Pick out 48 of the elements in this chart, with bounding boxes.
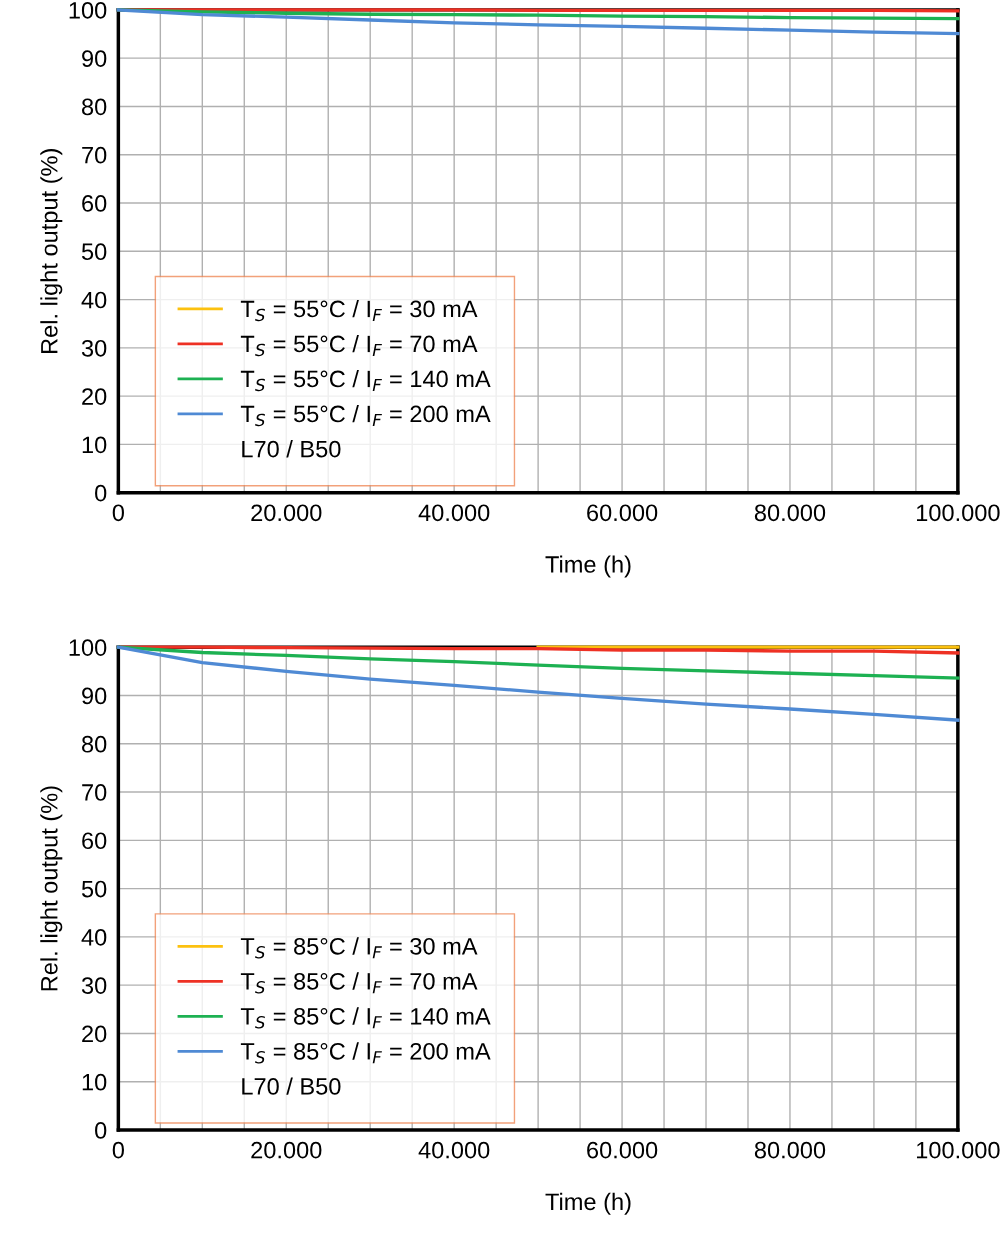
- y-tick-label: 90: [82, 687, 107, 705]
- x-axis-title: Time (h): [545, 1192, 631, 1215]
- y-tick-label: 90: [82, 50, 107, 67]
- x-axis-title: Time (h): [545, 555, 631, 578]
- x-tick-label: 100.000: [917, 504, 1000, 522]
- y-axis-title: Rel. light output (%): [40, 786, 63, 991]
- y-tick-label: 80: [82, 735, 107, 753]
- legend-label: T$_{S}$ = 85°C / I$_{F}$ = 30 mA: [240, 937, 478, 959]
- x-tick-label: 80.000: [754, 1141, 826, 1159]
- x-tick-label: 60.000: [587, 504, 658, 522]
- y-tick-label: 100: [69, 1, 107, 19]
- y-tick-label: 70: [82, 146, 107, 164]
- legend-label: T$_{S}$ = 55°C / I$_{F}$ = 200 mA: [240, 404, 491, 427]
- y-tick-label: 40: [81, 928, 107, 946]
- y-axis-title: Rel. light output (%): [40, 149, 63, 354]
- y-tick-label: 60: [82, 195, 107, 212]
- y-tick-label: 20: [82, 1025, 107, 1043]
- annotation: L70 / B50: [242, 1077, 341, 1095]
- legend-label: T$_{S}$ = 85°C / I$_{F}$ = 200 mA: [240, 1042, 491, 1064]
- x-tick-label: 40.000: [418, 1141, 490, 1159]
- legend-label: T$_{S}$ = 55°C / I$_{F}$ = 30 mA: [240, 299, 478, 322]
- x-tick-label: 0: [112, 1141, 124, 1159]
- x-tick-label: 100.000: [917, 1141, 1000, 1159]
- y-tick-label: 0: [95, 484, 107, 502]
- legend-label: T$_{S}$ = 55°C / I$_{F}$ = 70 mA: [240, 334, 478, 357]
- x-tick-label: 80.000: [754, 504, 826, 522]
- x-tick-label: 20.000: [251, 504, 322, 522]
- y-tick-label: 50: [81, 243, 107, 261]
- annotation: L70 / B50: [242, 440, 341, 458]
- legend-label: T$_{S}$ = 55°C / I$_{F}$ = 140 mA: [240, 369, 491, 392]
- x-tick-label: 40.000: [418, 504, 490, 522]
- y-tick-label: 80: [82, 98, 107, 116]
- y-tick-label: 40: [81, 291, 107, 309]
- x-tick-label: 20.000: [251, 1141, 322, 1159]
- y-tick-label: 60: [82, 832, 107, 850]
- y-tick-label: 0: [95, 1122, 107, 1139]
- x-tick-label: 0: [112, 504, 124, 522]
- x-tick-label: 60.000: [587, 1141, 658, 1159]
- y-tick-label: 20: [82, 388, 107, 405]
- y-tick-label: 30: [81, 977, 107, 994]
- y-tick-label: 30: [81, 339, 107, 357]
- y-tick-label: 70: [82, 784, 107, 801]
- y-tick-label: 100: [69, 639, 107, 656]
- y-tick-label: 10: [82, 436, 107, 454]
- y-tick-label: 50: [81, 880, 107, 898]
- legend-label: T$_{S}$ = 85°C / I$_{F}$ = 70 mA: [240, 972, 478, 994]
- legend-label: T$_{S}$ = 85°C / I$_{F}$ = 140 mA: [240, 1007, 491, 1029]
- y-tick-label: 10: [82, 1073, 107, 1091]
